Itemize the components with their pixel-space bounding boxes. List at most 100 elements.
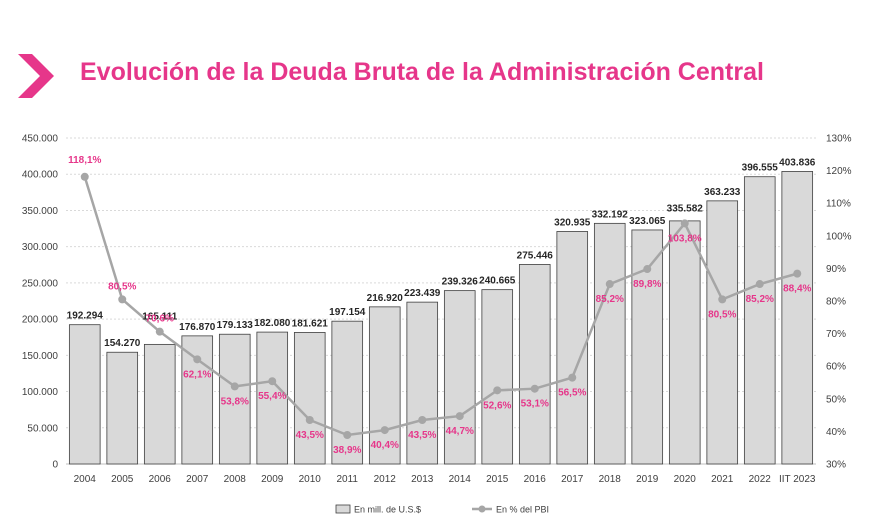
bar-value-label: 176.870 [179, 322, 216, 333]
pct-value-label: 53,8% [221, 396, 249, 407]
legend-bar-label: En mill. de U.S.$ [354, 505, 421, 515]
y-tick-label: 200.000 [22, 315, 59, 326]
pct-value-label: 89,8% [633, 279, 661, 290]
y2-tick-label: 130% [826, 134, 852, 145]
line-point [118, 295, 127, 304]
line-point [155, 327, 164, 336]
bar [143, 343, 176, 465]
x-tick-label: 2013 [411, 474, 434, 485]
bar [593, 222, 626, 465]
x-tick-label: 2017 [561, 474, 584, 485]
bar [481, 289, 514, 465]
pct-value-label: 53,1% [521, 399, 549, 410]
bar-value-label: 323.065 [629, 216, 666, 227]
x-tick-label: 2015 [486, 474, 509, 485]
x-tick-label: 2012 [374, 474, 397, 485]
bar-value-label: 403.836 [779, 157, 816, 168]
line-point [230, 382, 239, 391]
pct-value-label: 88,4% [783, 284, 811, 295]
line-point [493, 386, 502, 395]
x-tick-label: 2019 [636, 474, 659, 485]
pct-value-label: 40,4% [371, 440, 399, 451]
bar [181, 335, 214, 465]
x-tick-label: 2007 [186, 474, 209, 485]
y-tick-label: 100.000 [22, 387, 59, 398]
pct-value-label: 85,2% [596, 294, 624, 305]
x-tick-label: 2006 [149, 474, 172, 485]
pct-value-label: 38,9% [333, 445, 361, 456]
line-point [418, 415, 427, 424]
pbi-line [83, 176, 798, 437]
bar [743, 176, 776, 465]
chevron-right-icon [18, 54, 54, 98]
x-tick-label: IIT 2023 [779, 474, 816, 485]
line-point [643, 265, 652, 274]
x-tick-label: 2005 [111, 474, 134, 485]
x-tick-label: 2010 [299, 474, 322, 485]
bar [106, 351, 139, 465]
pct-value-label: 80,5% [108, 281, 136, 292]
line-point [193, 355, 202, 364]
bar-value-label: 239.326 [442, 277, 479, 288]
pct-value-label: 52,6% [483, 400, 511, 411]
x-tick-label: 2018 [599, 474, 622, 485]
line-point [343, 430, 352, 439]
x-tick-label: 2008 [224, 474, 247, 485]
bar-value-label: 320.935 [554, 218, 591, 229]
y-tick-label: 300.000 [22, 242, 59, 253]
bar [368, 306, 401, 465]
bar-value-label: 396.555 [742, 163, 779, 174]
pct-value-label: 70,6% [146, 314, 174, 325]
y2-tick-label: 40% [826, 427, 846, 438]
x-tick-label: 2011 [336, 474, 358, 485]
pct-value-label: 44,7% [446, 426, 474, 437]
pct-value-label: 103,8% [668, 233, 702, 244]
pct-value-label: 85,2% [746, 294, 774, 305]
bar-value-label: 240.665 [479, 276, 516, 287]
y2-tick-label: 110% [826, 199, 851, 210]
y2-tick-label: 80% [826, 297, 846, 308]
bar [218, 333, 251, 465]
y2-tick-label: 50% [826, 394, 846, 405]
bar-value-label: 181.621 [292, 318, 329, 329]
pct-value-label: 55,4% [258, 391, 286, 402]
bar-value-label: 154.270 [104, 338, 141, 349]
x-tick-label: 2004 [74, 474, 97, 485]
pct-value-label: 118,1% [68, 155, 101, 166]
line-point [80, 172, 89, 181]
pct-value-label: 43,5% [408, 430, 436, 441]
legend-line-label: En % del PBI [496, 505, 549, 515]
line-point [718, 295, 727, 304]
x-tick-label: 2016 [524, 474, 547, 485]
y-tick-label: 350.000 [22, 206, 59, 217]
y-tick-label: 250.000 [22, 278, 59, 289]
line-point [755, 280, 764, 289]
line-point [305, 415, 314, 424]
y2-tick-label: 90% [826, 264, 846, 275]
legend-line-marker [478, 505, 486, 513]
pct-value-label: 80,5% [708, 309, 736, 320]
bar-value-label: 216.920 [367, 293, 404, 304]
line-point [455, 412, 464, 421]
y2-tick-label: 60% [826, 362, 846, 373]
pct-value-label: 62,1% [183, 369, 211, 380]
pct-value-label: 43,5% [296, 430, 324, 441]
bar [556, 231, 589, 465]
bar-value-label: 275.446 [517, 250, 554, 261]
x-tick-label: 2020 [674, 474, 697, 485]
bar [68, 324, 101, 465]
bar [781, 171, 814, 465]
bar [331, 320, 364, 465]
y-tick-label: 50.000 [27, 423, 58, 434]
bar [668, 220, 701, 465]
line-point [268, 377, 277, 386]
bar [256, 331, 289, 465]
y-tick-label: 150.000 [22, 351, 59, 362]
legend-bar-swatch [335, 504, 351, 514]
y2-tick-label: 120% [826, 166, 852, 177]
bar [706, 200, 739, 465]
line-point [680, 219, 689, 228]
x-tick-label: 2021 [711, 474, 734, 485]
bar-value-label: 332.192 [592, 209, 629, 220]
bar-value-label: 179.133 [217, 320, 254, 331]
